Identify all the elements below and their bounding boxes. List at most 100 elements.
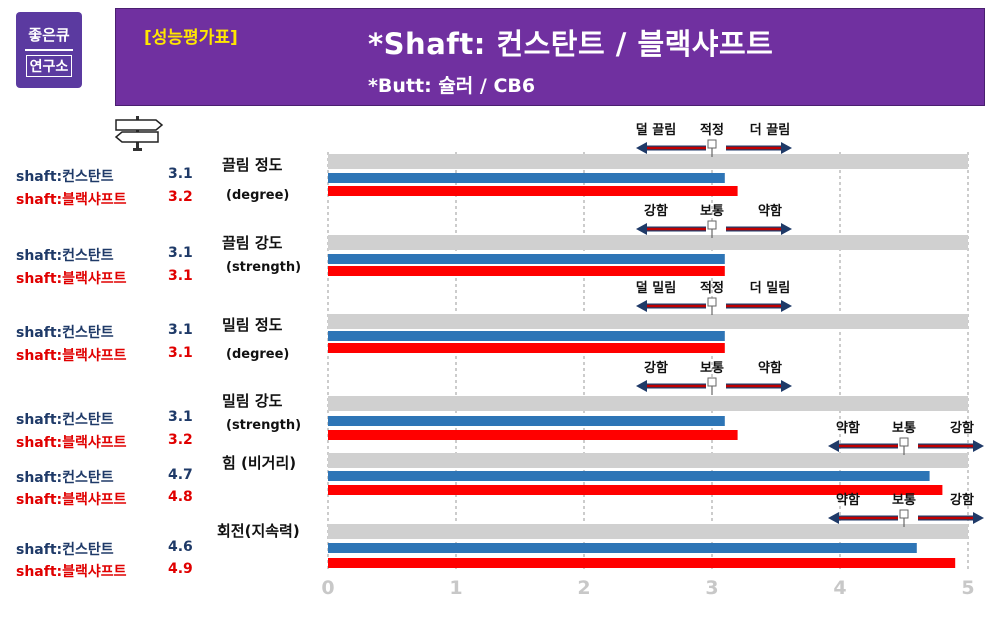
legend-row: shaft:블랙샤프트 3.1 [16, 345, 194, 365]
legend-value: 3.1 [168, 322, 193, 338]
legend-value: 3.2 [168, 189, 193, 205]
background-bar [328, 235, 968, 250]
logo-line1: 좋은큐 [28, 25, 70, 44]
legend-row: shaft:컨스탄트 4.6 [16, 539, 194, 559]
logo: 좋은큐 연구소 [16, 12, 82, 88]
legend-row: shaft:블랙샤프트 3.2 [16, 189, 194, 209]
annotation-center-label: 적정 [700, 122, 724, 138]
arrow-right-head [973, 440, 984, 452]
annotation-left-label: 강함 [644, 203, 668, 219]
arrow-left-head [636, 142, 647, 154]
legend-row: shaft:블랙샤프트 3.1 [16, 268, 194, 288]
category-label: 힘 (비거리) [222, 454, 297, 472]
arrow-left-head [828, 440, 839, 452]
annotation-left-label: 덜 끌림 [636, 122, 676, 138]
category-label: 밀림 정도 [222, 316, 283, 334]
annotation-center-label: 보통 [700, 361, 724, 376]
x-tick-label: 4 [833, 577, 846, 599]
legend-row: shaft:컨스탄트 3.1 [16, 409, 194, 429]
background-bar [328, 154, 968, 169]
annotation-right-label: 약함 [758, 203, 782, 219]
logo-divider [25, 48, 73, 51]
legend-label: shaft:컨스탄트 [16, 325, 114, 341]
arrow-left-head [636, 223, 647, 235]
legend-label: shaft:블랙샤프트 [16, 435, 127, 451]
page-title: *Shaft: 컨스탄트 / 블랙샤프트 [368, 27, 774, 61]
pin-icon [899, 509, 909, 519]
legend-row: shaft:블랙샤프트 3.2 [16, 432, 194, 452]
bar-black-shaft [328, 430, 738, 440]
annotation-right-label: 더 끌림 [750, 122, 790, 138]
legend-row: shaft:컨스탄트 3.1 [16, 166, 194, 186]
page-subtitle: *Butt: 슐러 / CB6 [368, 75, 536, 97]
annotation-center-label: 보통 [700, 204, 724, 219]
legend-label: shaft:컨스탄트 [16, 542, 114, 558]
legend-label: shaft:블랙샤프트 [16, 492, 127, 508]
legend-value: 4.9 [168, 561, 193, 577]
arrow-left-head [636, 300, 647, 312]
arrow-right-head [781, 223, 792, 235]
annotation-right-label: 강함 [950, 420, 974, 436]
legend-row: shaft:컨스탄트 3.1 [16, 322, 194, 342]
legend-row: shaft:블랙샤프트 4.8 [16, 489, 194, 509]
annotation-left-label: 약함 [836, 420, 860, 436]
background-bar [328, 453, 968, 468]
category-label: 끌림 강도 [222, 234, 283, 252]
legend-value: 4.8 [168, 489, 193, 505]
arrow-right-head [973, 512, 984, 524]
x-tick-label: 5 [961, 577, 974, 599]
category-sublabel: (strength) [226, 260, 302, 275]
legend-label: shaft:블랙샤프트 [16, 564, 127, 580]
logo-line2: 연구소 [25, 54, 73, 77]
x-tick-label: 2 [577, 577, 590, 599]
bar-constant [328, 471, 930, 481]
bar-black-shaft [328, 485, 943, 495]
legend-row: shaft:컨스탄트 3.1 [16, 245, 194, 265]
arrow-left-head [636, 380, 647, 392]
annotation-center-label: 보통 [892, 421, 916, 436]
annotation-left-label: 덜 밀림 [636, 280, 676, 296]
bar-black-shaft [328, 266, 725, 276]
background-bar [328, 396, 968, 411]
pin-icon [707, 139, 717, 149]
arrow-left-head [828, 512, 839, 524]
bar-constant [328, 173, 725, 183]
legend-value: 4.6 [168, 539, 193, 555]
x-tick-label: 0 [321, 577, 334, 599]
legend-row: shaft:블랙샤프트 4.9 [16, 561, 194, 581]
annotation-right-label: 더 밀림 [750, 280, 790, 296]
x-tick-label: 1 [449, 577, 462, 599]
pin-icon [707, 377, 717, 387]
legend-value: 3.1 [168, 166, 193, 182]
category-label: 끌림 정도 [222, 156, 283, 174]
bar-black-shaft [328, 343, 725, 353]
legend-value: 4.7 [168, 467, 193, 483]
signpost-icon [114, 116, 164, 151]
annotation-center-label: 보통 [892, 493, 916, 508]
annotation-left-label: 약함 [836, 492, 860, 508]
bar-constant [328, 543, 917, 553]
pin-icon [707, 297, 717, 307]
background-bar [328, 314, 968, 329]
legend-value: 3.1 [168, 345, 193, 361]
category-sublabel: (strength) [226, 418, 302, 433]
category-label: 회전(지속력) [217, 522, 300, 540]
annotation-center-label: 적정 [700, 280, 724, 296]
bar-constant [328, 254, 725, 264]
bar-black-shaft [328, 186, 738, 196]
category-sublabel: (degree) [226, 347, 290, 362]
legend-value: 3.1 [168, 268, 193, 284]
annotation-left-label: 강함 [644, 360, 668, 376]
bar-constant [328, 416, 725, 426]
arrow-right-head [781, 142, 792, 154]
header-banner: [성능평가표] *Shaft: 컨스탄트 / 블랙샤프트 *Butt: 슐러 /… [115, 8, 985, 106]
arrow-right-head [781, 380, 792, 392]
annotation-right-label: 약함 [758, 360, 782, 376]
pin-icon [899, 437, 909, 447]
legend-label: shaft:블랙샤프트 [16, 192, 127, 208]
category-label: 밀림 강도 [222, 392, 283, 410]
category-sublabel: (degree) [226, 188, 290, 203]
legend-value: 3.2 [168, 432, 193, 448]
legend-label: shaft:컨스탄트 [16, 470, 114, 486]
